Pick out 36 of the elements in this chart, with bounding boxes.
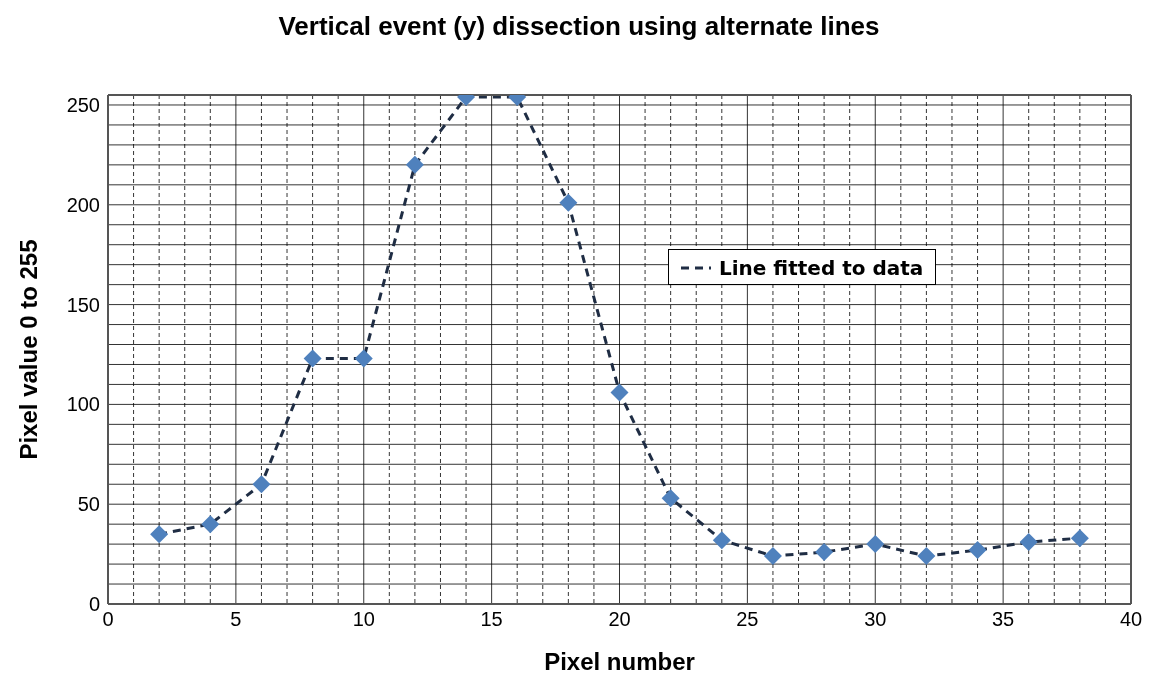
x-axis-title: Pixel number <box>544 648 695 675</box>
x-tick-label: 25 <box>736 608 759 631</box>
point <box>354 349 373 368</box>
point <box>1019 533 1038 552</box>
point <box>252 475 271 494</box>
point <box>1070 529 1089 548</box>
y-tick-label: 100 <box>66 393 100 416</box>
x-tick-label: 30 <box>864 608 887 631</box>
point <box>763 547 782 566</box>
x-tick-label: 40 <box>1119 608 1143 631</box>
point <box>405 155 424 174</box>
x-tick-label: 5 <box>230 608 242 631</box>
y-axis-title: Pixel value 0 to 255 <box>14 239 42 460</box>
y-tick-label: 0 <box>88 593 100 616</box>
x-tick-label: 0 <box>102 608 114 631</box>
legend-label: Line fitted to data <box>718 256 924 280</box>
x-tick-label: 10 <box>352 608 375 631</box>
point <box>968 541 987 560</box>
y-tick-label: 200 <box>66 193 100 216</box>
point <box>610 383 629 402</box>
point <box>559 193 578 212</box>
point <box>866 535 885 554</box>
point <box>150 525 169 544</box>
point <box>201 515 220 534</box>
x-tick-label: 20 <box>608 608 631 631</box>
point <box>712 531 731 550</box>
point <box>917 547 936 566</box>
y-tick-label: 250 <box>66 94 100 117</box>
point <box>661 489 680 508</box>
point <box>303 349 322 368</box>
y-tick-label: 150 <box>66 293 100 316</box>
y-tick-label: 50 <box>77 493 100 516</box>
point <box>815 543 834 562</box>
chart-title: Vertical event (y) dissection using alternate lines <box>277 10 881 43</box>
x-tick-label: 35 <box>992 608 1015 631</box>
x-tick-label: 15 <box>480 608 503 631</box>
